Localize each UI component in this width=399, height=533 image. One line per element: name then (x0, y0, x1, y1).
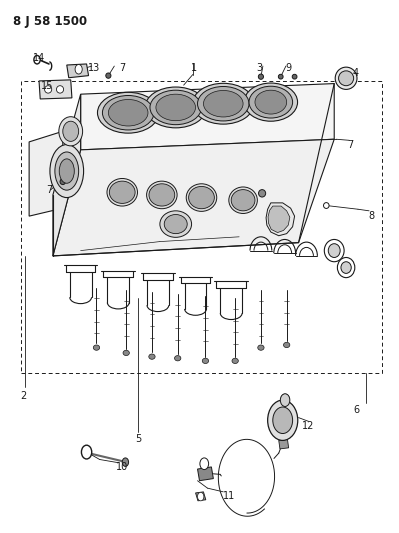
Ellipse shape (156, 94, 196, 120)
Ellipse shape (203, 91, 243, 117)
Ellipse shape (189, 187, 214, 209)
Ellipse shape (63, 121, 79, 141)
Circle shape (122, 458, 128, 466)
Circle shape (200, 458, 209, 470)
Text: 5: 5 (135, 434, 141, 444)
Text: 8: 8 (369, 211, 375, 221)
Ellipse shape (146, 181, 177, 209)
Text: 1: 1 (190, 63, 197, 72)
Text: 3: 3 (256, 63, 262, 72)
Ellipse shape (198, 86, 249, 121)
Circle shape (268, 400, 298, 440)
Ellipse shape (193, 83, 254, 124)
Text: 12: 12 (302, 421, 315, 431)
Text: 7: 7 (119, 63, 125, 72)
Ellipse shape (339, 71, 354, 86)
Ellipse shape (109, 181, 135, 204)
Polygon shape (268, 206, 290, 232)
Ellipse shape (57, 86, 63, 93)
Ellipse shape (106, 73, 111, 78)
Ellipse shape (284, 342, 290, 348)
Text: 2: 2 (20, 391, 26, 401)
Ellipse shape (186, 184, 217, 212)
Ellipse shape (150, 90, 201, 125)
Text: 11: 11 (223, 490, 235, 500)
Ellipse shape (97, 92, 159, 133)
Text: 7: 7 (46, 184, 52, 195)
Ellipse shape (259, 190, 266, 197)
Polygon shape (53, 94, 81, 256)
Ellipse shape (202, 358, 209, 364)
Text: 7: 7 (347, 140, 353, 150)
Ellipse shape (249, 86, 292, 118)
Circle shape (75, 64, 82, 74)
Ellipse shape (164, 215, 187, 233)
Ellipse shape (55, 152, 79, 190)
Ellipse shape (109, 100, 148, 126)
Ellipse shape (45, 86, 52, 93)
Ellipse shape (335, 67, 357, 90)
Ellipse shape (103, 95, 154, 130)
Ellipse shape (244, 83, 298, 121)
Ellipse shape (338, 257, 355, 278)
Ellipse shape (50, 144, 84, 198)
Text: 6: 6 (353, 405, 359, 415)
Text: 9: 9 (286, 63, 292, 72)
Ellipse shape (255, 90, 286, 114)
Text: 4: 4 (353, 68, 359, 78)
Polygon shape (67, 64, 89, 78)
Ellipse shape (107, 179, 138, 206)
Circle shape (198, 492, 204, 501)
Ellipse shape (123, 350, 129, 356)
Ellipse shape (229, 187, 257, 214)
Ellipse shape (232, 358, 238, 364)
Circle shape (280, 394, 290, 407)
Ellipse shape (324, 203, 329, 208)
Ellipse shape (341, 262, 351, 273)
Ellipse shape (93, 345, 100, 350)
Polygon shape (196, 492, 206, 501)
Ellipse shape (149, 184, 175, 206)
Ellipse shape (149, 354, 155, 359)
Circle shape (34, 55, 40, 64)
Ellipse shape (258, 74, 263, 79)
Ellipse shape (59, 117, 83, 146)
Ellipse shape (59, 159, 74, 183)
Ellipse shape (324, 239, 344, 262)
Polygon shape (279, 439, 288, 449)
Text: 8 J 58 1500: 8 J 58 1500 (13, 14, 87, 28)
Polygon shape (198, 467, 213, 481)
Ellipse shape (279, 74, 283, 79)
Polygon shape (39, 80, 72, 99)
Bar (21, 81, 382, 373)
Ellipse shape (258, 345, 264, 350)
Polygon shape (53, 139, 334, 256)
Text: 10: 10 (116, 462, 128, 472)
Ellipse shape (60, 179, 65, 184)
Circle shape (81, 445, 92, 459)
Polygon shape (29, 131, 63, 216)
Ellipse shape (328, 244, 340, 257)
Ellipse shape (160, 211, 192, 237)
Ellipse shape (231, 190, 255, 211)
Text: 13: 13 (88, 63, 101, 72)
Ellipse shape (292, 74, 297, 79)
Ellipse shape (145, 87, 206, 128)
Circle shape (273, 407, 292, 433)
Polygon shape (266, 203, 294, 236)
Ellipse shape (174, 356, 181, 361)
Text: 15: 15 (41, 81, 53, 91)
Text: 14: 14 (33, 53, 45, 63)
Polygon shape (81, 84, 334, 150)
